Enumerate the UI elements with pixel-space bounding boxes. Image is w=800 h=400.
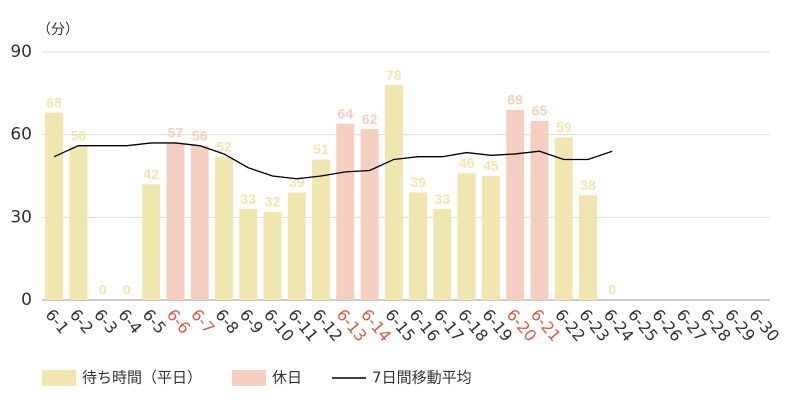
bar — [360, 129, 379, 300]
value-label: 39 — [289, 174, 305, 190]
x-tick-label: 6-5 — [139, 305, 170, 337]
value-label: 45 — [483, 158, 499, 174]
bar — [409, 192, 428, 300]
bar — [142, 184, 161, 300]
moving-average-line — [53, 142, 613, 180]
legend-label: 7日間移動平均 — [372, 369, 472, 387]
legend-label: 休日 — [272, 369, 302, 387]
legend-swatch — [232, 370, 267, 386]
bar — [336, 123, 355, 301]
x-tick-label: 6-8 — [211, 305, 242, 337]
value-label: 39 — [410, 174, 426, 190]
value-label: 56 — [71, 127, 87, 143]
y-tick-label: 60 — [10, 125, 32, 145]
value-label: 33 — [240, 191, 256, 207]
x-tick-label: 6-3 — [90, 305, 121, 337]
bar — [579, 195, 597, 300]
bar — [287, 192, 306, 300]
x-tick-label: 6-7 — [187, 305, 218, 337]
bar — [45, 112, 64, 300]
legend-label: 待ち時間（平日） — [82, 369, 202, 387]
bar — [506, 109, 525, 300]
value-label: 0 — [608, 282, 616, 298]
legend-swatch — [42, 370, 76, 386]
x-tick-label: 6-6 — [163, 305, 194, 337]
bar — [215, 156, 233, 300]
value-label: 32 — [265, 194, 281, 210]
value-label: 69 — [507, 92, 523, 108]
x-tick-label: 6-4 — [114, 305, 145, 337]
value-label: 65 — [532, 103, 548, 119]
value-label: 57 — [168, 125, 184, 141]
bar — [530, 120, 549, 300]
bar — [69, 145, 88, 300]
y-tick-label: 0 — [21, 290, 32, 310]
x-tick-label: 6-1 — [42, 305, 73, 337]
value-label: 62 — [362, 111, 378, 127]
value-label: 52 — [216, 138, 232, 154]
value-label: 78 — [386, 67, 402, 83]
value-label: 33 — [435, 191, 451, 207]
bar — [263, 211, 282, 300]
y-tick-label: 90 — [10, 42, 32, 62]
value-label: 64 — [338, 105, 354, 121]
bar — [554, 137, 573, 300]
bar — [457, 173, 476, 300]
value-label: 68 — [46, 94, 62, 110]
bar — [481, 176, 500, 300]
bar — [166, 142, 185, 300]
bar — [239, 209, 258, 300]
value-label: 0 — [99, 282, 107, 298]
value-label: 46 — [459, 155, 475, 171]
value-label: 38 — [580, 177, 596, 193]
bar — [312, 159, 331, 300]
x-tick-label: 6-2 — [66, 305, 97, 337]
bar — [190, 145, 209, 300]
x-tick-label: 6-9 — [236, 305, 267, 337]
y-axis-label: （分） — [37, 22, 79, 38]
value-label: 0 — [123, 282, 131, 298]
value-label: 59 — [556, 119, 572, 135]
bar — [433, 209, 452, 300]
value-label: 51 — [313, 141, 329, 157]
value-label: 56 — [192, 127, 208, 143]
value-label: 42 — [143, 166, 159, 182]
y-tick-label: 30 — [10, 207, 32, 227]
bar — [384, 85, 403, 300]
